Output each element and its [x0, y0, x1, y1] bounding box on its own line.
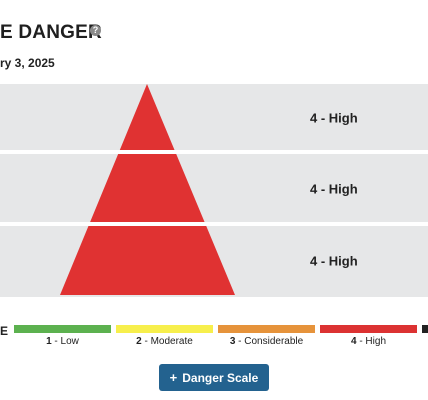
scale-bar-low [14, 325, 111, 333]
forecast-date: ry 3, 2025 [0, 56, 55, 70]
band-middle-label: 4 - High [310, 181, 358, 197]
scale-num-high: 4 [350, 336, 357, 347]
plus-icon: + [169, 370, 178, 385]
scale-item-considerable: 3 - Considerable [218, 325, 315, 347]
scale-bar-extreme [422, 325, 428, 333]
pyramid-shape [60, 84, 235, 295]
scale-label-low: - Low [51, 336, 79, 347]
scale-bar-high [320, 325, 417, 333]
scale-item-moderate: 2 - Moderate [116, 325, 213, 347]
scale-num-low: 1 [46, 336, 52, 347]
danger-scale-button[interactable]: + Danger Scale [159, 364, 269, 391]
scale-num-moderate: 2 [136, 336, 142, 347]
band-divider [0, 150, 428, 154]
scale-label-high: - High [356, 336, 386, 347]
scale-bar-moderate [116, 325, 213, 333]
danger-scale-button-label: Danger Scale [182, 370, 259, 385]
elevation-bands [0, 84, 428, 297]
danger-scale-title: E [0, 324, 9, 338]
page-title: E DANGER [0, 22, 102, 43]
scale-item-extreme [422, 325, 428, 347]
band-middle [0, 154, 428, 222]
danger-scale-legend: 1 - Low 2 - Moderate 3 - Considerable 4 … [14, 325, 428, 347]
band-upper [0, 84, 428, 150]
scale-label-moderate: - Moderate [141, 336, 193, 347]
band-upper-label: 4 - High [310, 110, 358, 126]
scale-num-considerable: 3 [229, 336, 236, 347]
scale-label-considerable: - Considerable [235, 336, 304, 347]
band-divider [0, 222, 428, 226]
scale-item-low: 1 - Low [14, 325, 111, 347]
band-lower-label: 4 - High [310, 253, 358, 269]
danger-pyramid [0, 84, 428, 295]
scale-item-high: 4 - High [320, 325, 417, 347]
help-icon[interactable]: ? [90, 25, 101, 36]
scale-bar-considerable [218, 325, 315, 333]
